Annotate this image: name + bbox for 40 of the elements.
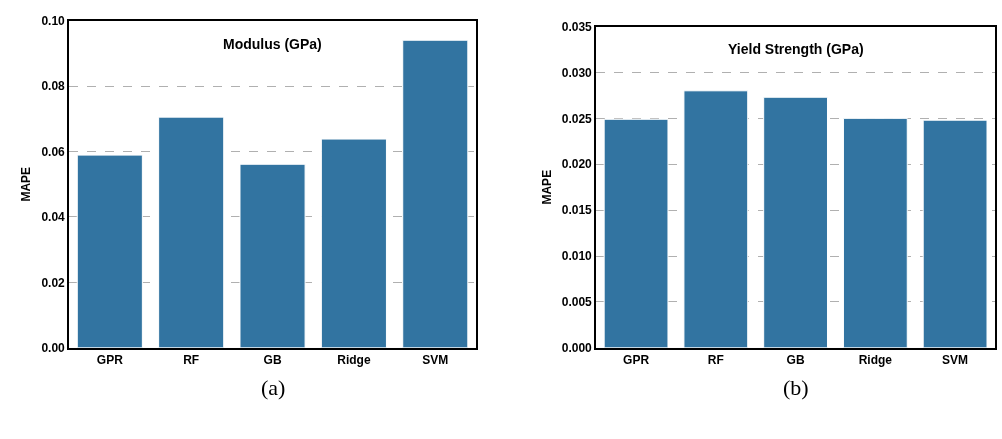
y-tick-label: 0.06 <box>41 144 66 159</box>
y-tick-label: 0.000 <box>561 341 593 356</box>
x-tick-label: Ridge <box>858 353 893 368</box>
y-tick-label: 0.005 <box>561 295 593 310</box>
text: Yield Strength (GPa) <box>728 41 864 57</box>
text: (b) <box>783 375 809 400</box>
y-tick-label: 0.02 <box>41 275 66 290</box>
x-tick-label: Ridge <box>337 353 371 368</box>
x-tick-label: GPR <box>623 353 650 368</box>
y-tick-label: 0.030 <box>561 65 593 80</box>
bar <box>603 118 669 348</box>
bar <box>402 39 469 348</box>
bar <box>842 117 908 348</box>
y-tick-label: 0.08 <box>41 79 66 94</box>
y-axis-title: MAPE <box>539 169 554 205</box>
x-tick-label: SVM <box>942 353 969 368</box>
bar <box>239 163 306 348</box>
y-tick-label: 0.010 <box>561 249 593 264</box>
y-tick-label: 0.00 <box>41 341 66 356</box>
bar <box>76 154 143 348</box>
x-tick-label: GB <box>263 353 282 368</box>
y-tick-label: 0.015 <box>561 203 593 218</box>
y-tick-label: 0.04 <box>41 210 66 225</box>
x-tick-label: RF <box>183 353 200 368</box>
bar <box>763 96 828 348</box>
y-tick-label: 0.020 <box>561 157 593 172</box>
bar <box>158 116 225 348</box>
x-tick-label: GPR <box>96 353 124 368</box>
bar <box>320 138 387 348</box>
bar <box>683 90 749 348</box>
x-tick-label: SVM <box>422 353 449 368</box>
x-tick-label: GB <box>786 353 805 368</box>
y-tick-label: 0.10 <box>41 13 66 28</box>
text: Modulus (GPa) <box>223 36 322 52</box>
y-tick-label: 0.025 <box>561 111 593 126</box>
bar <box>922 119 988 348</box>
x-tick-label: RF <box>707 353 724 368</box>
y-axis-title: MAPE <box>19 166 34 202</box>
text: (a) <box>261 375 286 400</box>
y-tick-label: 0.035 <box>561 19 593 34</box>
